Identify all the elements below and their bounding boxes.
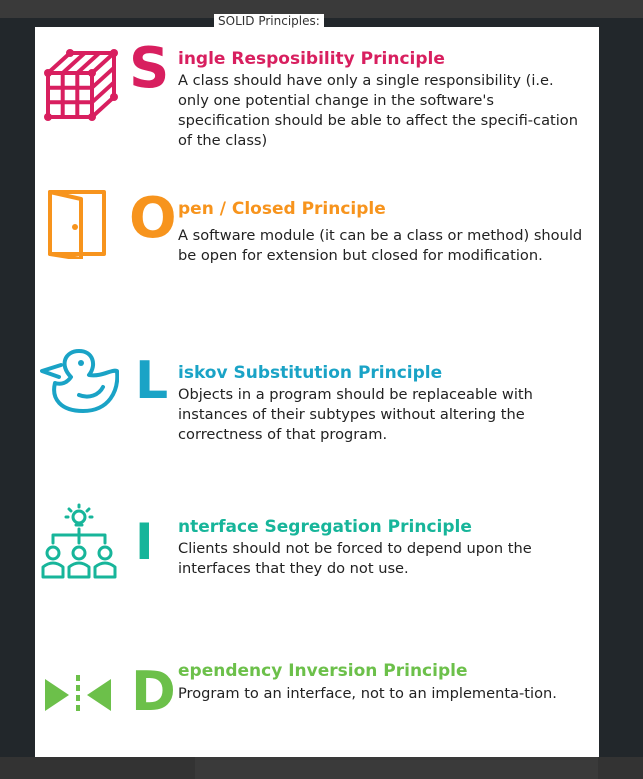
principle-description: A software module (it can be a class or … [178, 227, 583, 264]
arrows-inward-icon [45, 675, 111, 711]
principle-heading: pen / Closed Principle [178, 199, 386, 219]
principle-dependency-inversion: D ependency Inversion Principle Program … [35, 647, 599, 757]
principle-letter: S [129, 36, 170, 101]
bottom-bar-segment [0, 757, 195, 779]
bottom-bar-segment [598, 757, 643, 779]
principle-interface-segregation: I nterface Segregation Principle Clients… [35, 497, 599, 647]
principle-open-closed: O pen / Closed Principle A software modu… [35, 177, 599, 337]
duck-icon [40, 349, 119, 413]
principle-letter: D [131, 660, 176, 723]
principle-letter: L [135, 351, 169, 411]
viewer-top-bar [0, 0, 643, 18]
principle-liskov-substitution: L iskov Substitution Principle Objects i… [35, 337, 599, 497]
principle-heading: ependency Inversion Principle [178, 661, 468, 681]
cube-icon [44, 49, 118, 121]
viewer-bottom-bar [0, 757, 643, 779]
document-page: S ingle Resposibility Principle A class … [35, 27, 599, 757]
principle-heading: iskov Substitution Principle [178, 363, 443, 383]
document-title: SOLID Principles: [214, 14, 324, 28]
principle-letter: O [129, 186, 177, 251]
door-icon [48, 190, 106, 259]
principle-letter: I [135, 513, 154, 571]
principle-heading: ingle Resposibility Principle [178, 49, 445, 69]
principle-single-responsibility: S ingle Resposibility Principle A class … [35, 27, 599, 177]
principle-heading: nterface Segregation Principle [178, 517, 472, 537]
people-idea-icon [41, 503, 117, 579]
principle-description: A class should have only a single respon… [178, 72, 578, 149]
principle-description: Objects in a program should be replaceab… [178, 386, 533, 443]
principle-description: Program to an interface, not to an imple… [178, 685, 557, 702]
principle-description: Clients should not be forced to depend u… [178, 540, 532, 577]
